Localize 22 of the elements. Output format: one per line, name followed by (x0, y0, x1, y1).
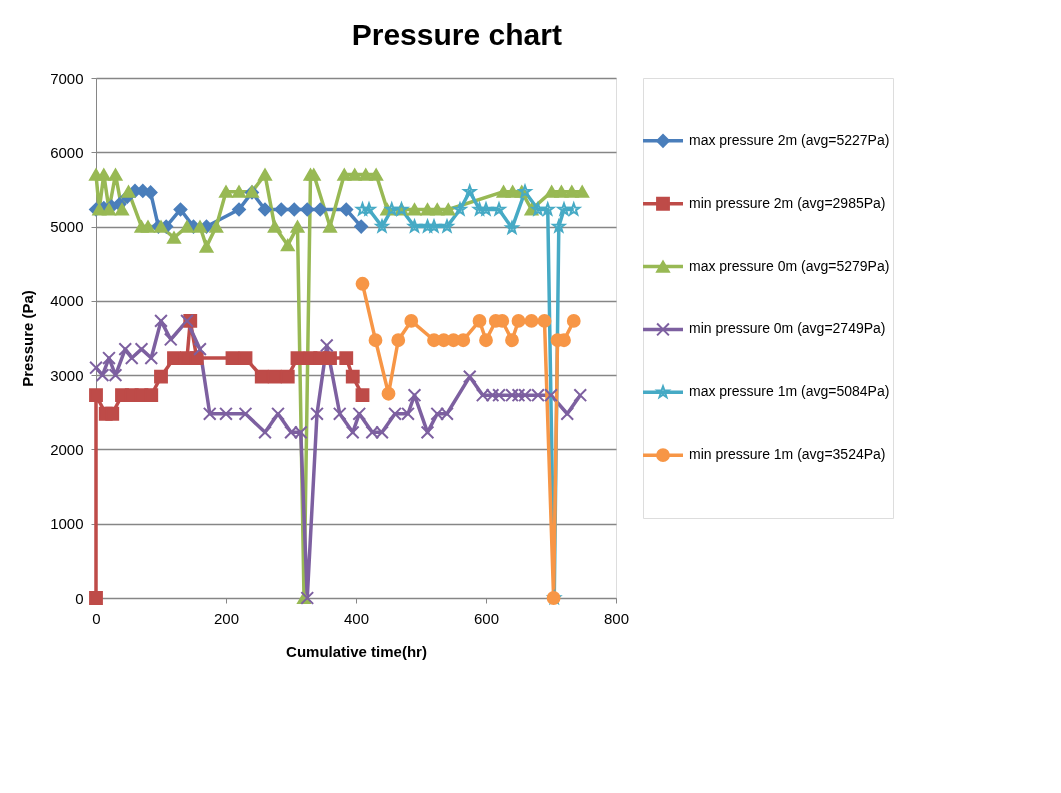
chart-title: Pressure chart (351, 17, 562, 51)
legend-label: max pressure 2m (avg=5227Pa) (689, 131, 890, 148)
y-axis-title: Pressure (Pa) (19, 290, 37, 387)
y-tick-label: 7000 (50, 69, 84, 87)
x-tick-label: 200 (213, 609, 240, 627)
x-tick-label: 400 (343, 609, 370, 627)
y-tick-label: 1000 (50, 515, 84, 533)
x-axis-title: Cumulative time(hr) (286, 642, 427, 660)
x-tick-label: 0 (92, 609, 101, 627)
legend-label: max pressure 0m (avg=5279Pa) (689, 257, 890, 274)
y-tick-label: 6000 (50, 143, 84, 161)
legend-label: min pressure 1m (avg=3524Pa) (689, 446, 886, 463)
y-tick-label: 2000 (50, 440, 84, 458)
y-tick-label: 4000 (50, 292, 84, 310)
x-tick-label: 800 (603, 609, 630, 627)
legend-label: max pressure 1m (avg=5084Pa) (689, 383, 890, 400)
legend-label: min pressure 2m (avg=2985Pa) (689, 194, 886, 211)
y-tick-label: 5000 (50, 218, 84, 236)
y-tick-label: 0 (75, 589, 84, 607)
y-tick-label: 3000 (50, 366, 84, 384)
legend-label: min pressure 0m (avg=2749Pa) (689, 320, 886, 337)
x-tick-label: 600 (473, 609, 500, 627)
